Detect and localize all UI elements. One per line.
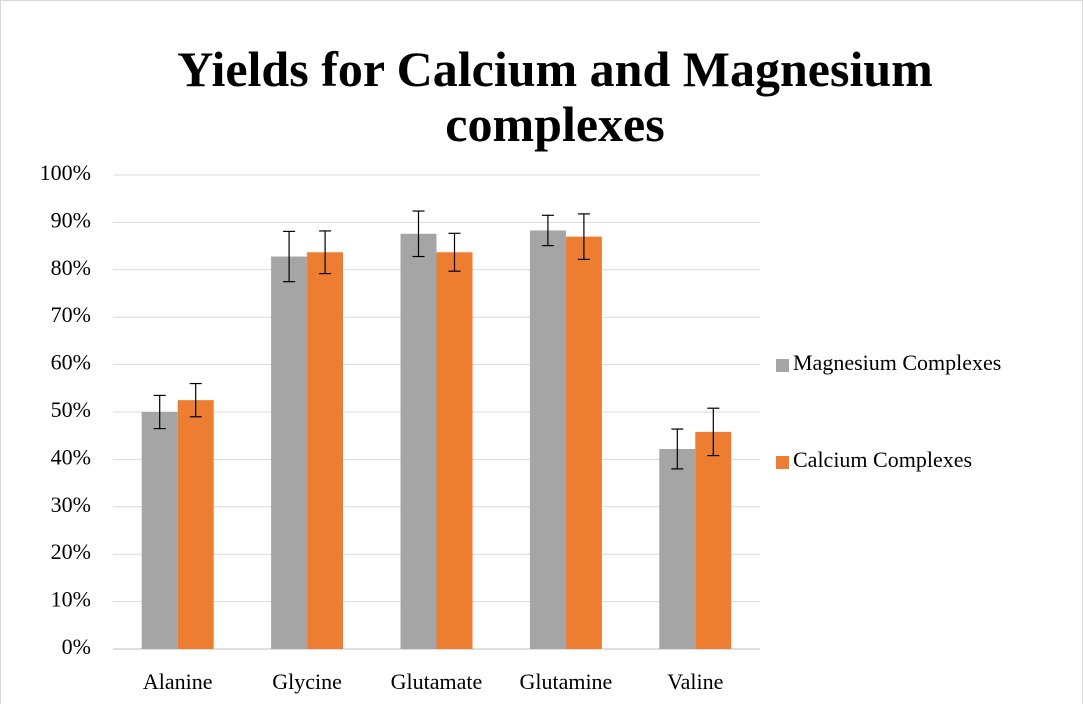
y-tick-label: 70%	[51, 302, 91, 327]
x-tick-label: Glutamate	[391, 669, 483, 694]
y-tick-label: 40%	[51, 444, 91, 469]
bar	[436, 252, 473, 649]
x-tick-label: Valine	[667, 669, 723, 694]
x-tick-label: Alanine	[143, 669, 213, 694]
bar	[177, 400, 214, 649]
bar	[307, 252, 344, 649]
y-tick-label: 30%	[51, 492, 91, 517]
y-tick-label: 50%	[51, 397, 91, 422]
y-tick-label: 0%	[62, 634, 91, 659]
y-tick-label: 80%	[51, 255, 91, 280]
bar	[400, 233, 437, 649]
y-tick-label: 60%	[51, 350, 91, 375]
chart-title: Yields for Calcium and Magnesium complex…	[177, 41, 933, 152]
bar	[565, 236, 602, 649]
legend-label: Calcium Complexes	[793, 447, 972, 472]
y-tick-label: 90%	[51, 207, 91, 232]
bar	[271, 256, 308, 649]
y-tick-label: 20%	[51, 539, 91, 564]
legend-label: Magnesium Complexes	[793, 350, 1001, 375]
bar	[141, 412, 178, 649]
bar	[529, 230, 566, 649]
legend-swatch	[776, 456, 789, 469]
x-tick-label: Glycine	[272, 669, 342, 694]
legend-swatch	[776, 359, 789, 372]
x-tick-label: Glutamine	[519, 669, 612, 694]
y-tick-label: 10%	[51, 587, 91, 612]
y-tick-label: 100%	[40, 160, 91, 185]
bar	[659, 448, 696, 649]
bar	[695, 431, 732, 649]
